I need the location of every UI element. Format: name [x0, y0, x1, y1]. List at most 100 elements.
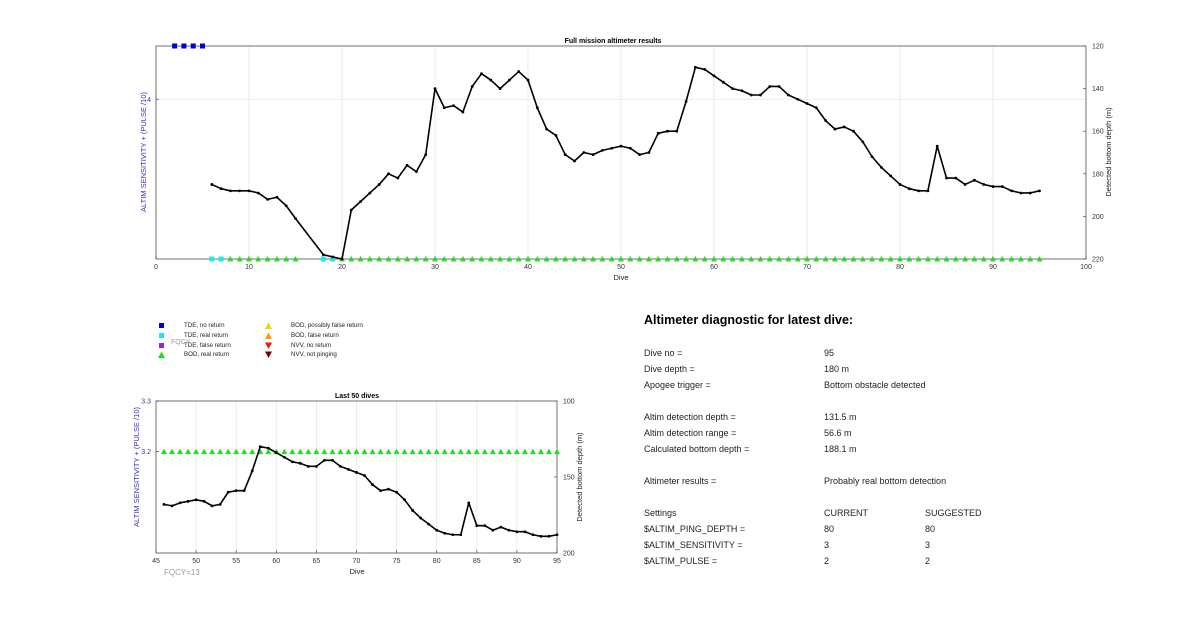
depth-point — [443, 531, 447, 535]
marker-triangle — [980, 256, 987, 262]
marker-triangle — [329, 448, 336, 455]
depth-point — [573, 159, 576, 163]
depth-point — [442, 106, 446, 110]
left-tick-label: 3.2 — [141, 449, 151, 456]
marker-square — [330, 256, 336, 262]
marker-triangle — [487, 256, 494, 262]
left-tick-label: 3.3 — [141, 399, 151, 406]
bottom-chart-right-ticks: 100 150 200 — [554, 399, 575, 558]
x-tick-label: 90 — [989, 264, 997, 271]
depth-point — [787, 93, 790, 97]
altim-detection-depth-label: Altim detection depth = — [644, 412, 736, 422]
depth-point — [298, 461, 302, 465]
depth-point — [907, 187, 911, 191]
depth-point — [515, 530, 519, 534]
marker-triangle — [377, 448, 384, 455]
depth-point — [470, 85, 474, 88]
x-tick-label: 70 — [353, 558, 361, 565]
depth-point — [258, 445, 262, 448]
depth-point — [210, 504, 214, 508]
x-tick-label: 50 — [192, 558, 200, 565]
marker-triangle — [366, 256, 373, 262]
dive-no-label: Dive no = — [644, 348, 683, 358]
x-tick-label: 30 — [431, 264, 439, 271]
depth-point — [435, 528, 439, 532]
marker-triangle — [664, 256, 671, 262]
depth-point — [387, 172, 390, 176]
depth-point — [768, 85, 772, 88]
triangle-up-icon — [265, 332, 272, 339]
depth-point — [1019, 191, 1023, 195]
depth-point — [489, 78, 493, 82]
fqcy-overlay-text: FQCY — [171, 339, 191, 346]
marker-triangle — [385, 256, 392, 262]
x-tick-label: 55 — [232, 558, 240, 565]
depth-point — [759, 93, 762, 97]
left-tick-label: 4 — [147, 97, 151, 104]
marker-triangle — [457, 448, 464, 455]
sensitivity-current: 3 — [824, 540, 830, 550]
marker-triangle — [552, 256, 559, 262]
marker-triangle — [748, 256, 755, 262]
depth-point — [1010, 189, 1013, 193]
depth-point — [889, 174, 893, 178]
altimeter-results-label: Altimeter results = — [644, 476, 717, 486]
depth-point — [467, 501, 471, 505]
bottom-chart-x-ticks: 45 50 55 60 65 70 75 80 85 90 95 — [152, 550, 561, 565]
marker-triangle — [409, 448, 416, 455]
depth-point — [842, 125, 846, 129]
diagnostic-title: Altimeter diagnostic for latest dive: — [644, 313, 854, 327]
x-tick-label: 60 — [272, 558, 280, 565]
depth-point — [266, 446, 270, 450]
marker-triangle — [943, 256, 950, 262]
depth-point — [452, 104, 455, 108]
calculated-bottom-depth-label: Calculated bottom depth = — [644, 444, 750, 454]
marker-triangle — [233, 448, 240, 455]
marker-square — [200, 43, 205, 49]
depth-point — [498, 87, 502, 90]
marker-triangle — [297, 448, 304, 455]
depth-point — [242, 489, 246, 493]
marker-triangle — [934, 256, 941, 262]
marker-triangle — [513, 448, 520, 455]
marker-triangle — [321, 448, 328, 455]
marker-triangle — [505, 448, 512, 455]
legend-label: BOD, possibly false return — [291, 322, 363, 329]
marker-triangle — [590, 256, 597, 262]
right-tick-label: 120 — [1092, 44, 1104, 51]
depth-point — [306, 464, 310, 468]
right-tick-label: 160 — [1092, 129, 1104, 136]
right-tick-label: 180 — [1092, 171, 1104, 178]
marker-triangle — [608, 256, 615, 262]
marker-triangle — [227, 256, 234, 262]
marker-triangle — [255, 256, 262, 262]
marker-triangle — [990, 256, 996, 262]
marker-triangle — [241, 448, 248, 455]
marker-triangle — [529, 448, 536, 455]
depth-point — [610, 146, 614, 150]
triangle-down-icon — [265, 351, 272, 358]
settings-label: Settings — [644, 508, 677, 518]
depth-point — [419, 516, 423, 520]
marker-triangle — [236, 256, 243, 262]
marker-triangle — [337, 448, 344, 455]
marker-triangle — [776, 256, 783, 262]
altim-detection-depth-value: 131.5 m — [824, 412, 857, 422]
marker-triangle — [1017, 256, 1024, 262]
depth-point — [531, 533, 535, 537]
marker-triangle — [711, 256, 717, 262]
fqcy-label: FQCY=13 — [164, 568, 200, 577]
depth-point — [218, 502, 222, 506]
depth-point — [405, 163, 409, 167]
marker-triangle — [701, 256, 708, 262]
dive-no-value: 95 — [824, 348, 835, 358]
depth-point — [256, 191, 260, 195]
marker-triangle — [962, 256, 969, 262]
marker-square — [209, 256, 215, 262]
depth-point — [387, 487, 390, 491]
sensitivity-suggested: 3 — [925, 540, 931, 550]
depth-point — [507, 528, 511, 532]
marker-triangle — [813, 256, 820, 262]
marker-triangle — [289, 448, 296, 455]
